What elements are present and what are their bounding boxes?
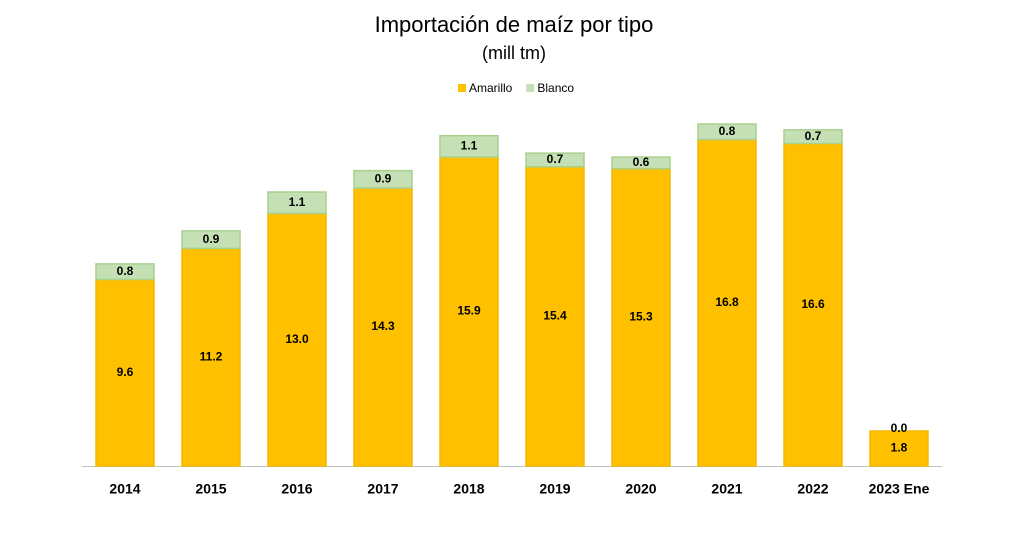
- chart-subtitle: (mill tm): [482, 43, 546, 63]
- bar-segment: [783, 142, 843, 467]
- x-tick-label: 2014: [109, 481, 140, 497]
- bar-segment: [353, 169, 413, 189]
- data-label: 0.8: [719, 124, 736, 138]
- data-label: 1.1: [461, 139, 478, 153]
- x-tick-label: 2023 Ene: [869, 481, 930, 497]
- data-label: 0.9: [375, 172, 392, 186]
- data-label: 16.8: [715, 295, 739, 309]
- x-tick-label: 2016: [281, 481, 312, 497]
- data-label: 0.9: [203, 232, 220, 246]
- data-label: 16.6: [801, 297, 825, 311]
- bar-segment: [697, 123, 757, 141]
- data-label: 14.3: [371, 319, 395, 333]
- bar-segment: [181, 247, 241, 467]
- x-tick-label: 2021: [711, 481, 742, 497]
- data-label: 0.0: [891, 421, 908, 435]
- bar-segment: [353, 187, 413, 467]
- legend-swatch: [458, 84, 466, 92]
- bar-segment: [611, 156, 671, 170]
- x-tick-label: 2022: [797, 481, 828, 497]
- bar-segment: [439, 134, 499, 158]
- data-label: 15.9: [457, 304, 481, 318]
- legend-swatch: [526, 84, 535, 92]
- x-tick-label: 2018: [453, 481, 484, 497]
- data-label: 9.6: [117, 365, 134, 379]
- bar-segment: [439, 156, 499, 467]
- data-label: 11.2: [200, 349, 223, 363]
- bar-segment: [525, 152, 585, 168]
- data-label: 0.7: [805, 129, 822, 143]
- bar-segment: [611, 167, 671, 467]
- data-label: 15.4: [543, 309, 567, 323]
- data-label: 1.8: [891, 441, 908, 455]
- legend-label: Amarillo: [469, 81, 513, 95]
- bar-segment: [181, 230, 241, 250]
- bar-segment: [869, 430, 929, 467]
- bar-segment: [783, 129, 843, 145]
- data-label: 15.3: [629, 310, 653, 324]
- bar-segment: [525, 166, 585, 467]
- data-label: 0.8: [117, 264, 134, 278]
- data-label: 0.7: [547, 152, 564, 166]
- x-tick-label: 2017: [367, 481, 398, 497]
- legend-label: Blanco: [537, 81, 574, 95]
- chart-title: Importación de maíz por tipo: [375, 12, 654, 37]
- bar-segment: [267, 212, 327, 467]
- x-tick-label: 2019: [539, 481, 570, 497]
- data-label: 13.0: [285, 332, 309, 346]
- data-label: 1.1: [289, 195, 306, 209]
- data-label: 0.6: [633, 155, 650, 169]
- x-tick-label: 2020: [625, 481, 656, 497]
- bar-segment: [697, 138, 757, 467]
- bar-segment: [95, 263, 155, 281]
- bar-segment: [267, 191, 327, 215]
- bar-segment: [95, 278, 155, 467]
- x-tick-label: 2015: [195, 481, 226, 497]
